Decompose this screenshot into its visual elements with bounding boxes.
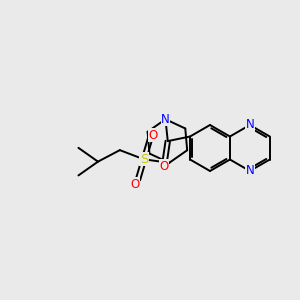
Text: S: S xyxy=(140,153,148,166)
Text: O: O xyxy=(159,160,168,173)
Text: O: O xyxy=(148,129,158,142)
Text: N: N xyxy=(245,118,254,131)
Text: N: N xyxy=(245,164,254,178)
Text: N: N xyxy=(161,113,170,126)
Text: O: O xyxy=(130,178,140,191)
